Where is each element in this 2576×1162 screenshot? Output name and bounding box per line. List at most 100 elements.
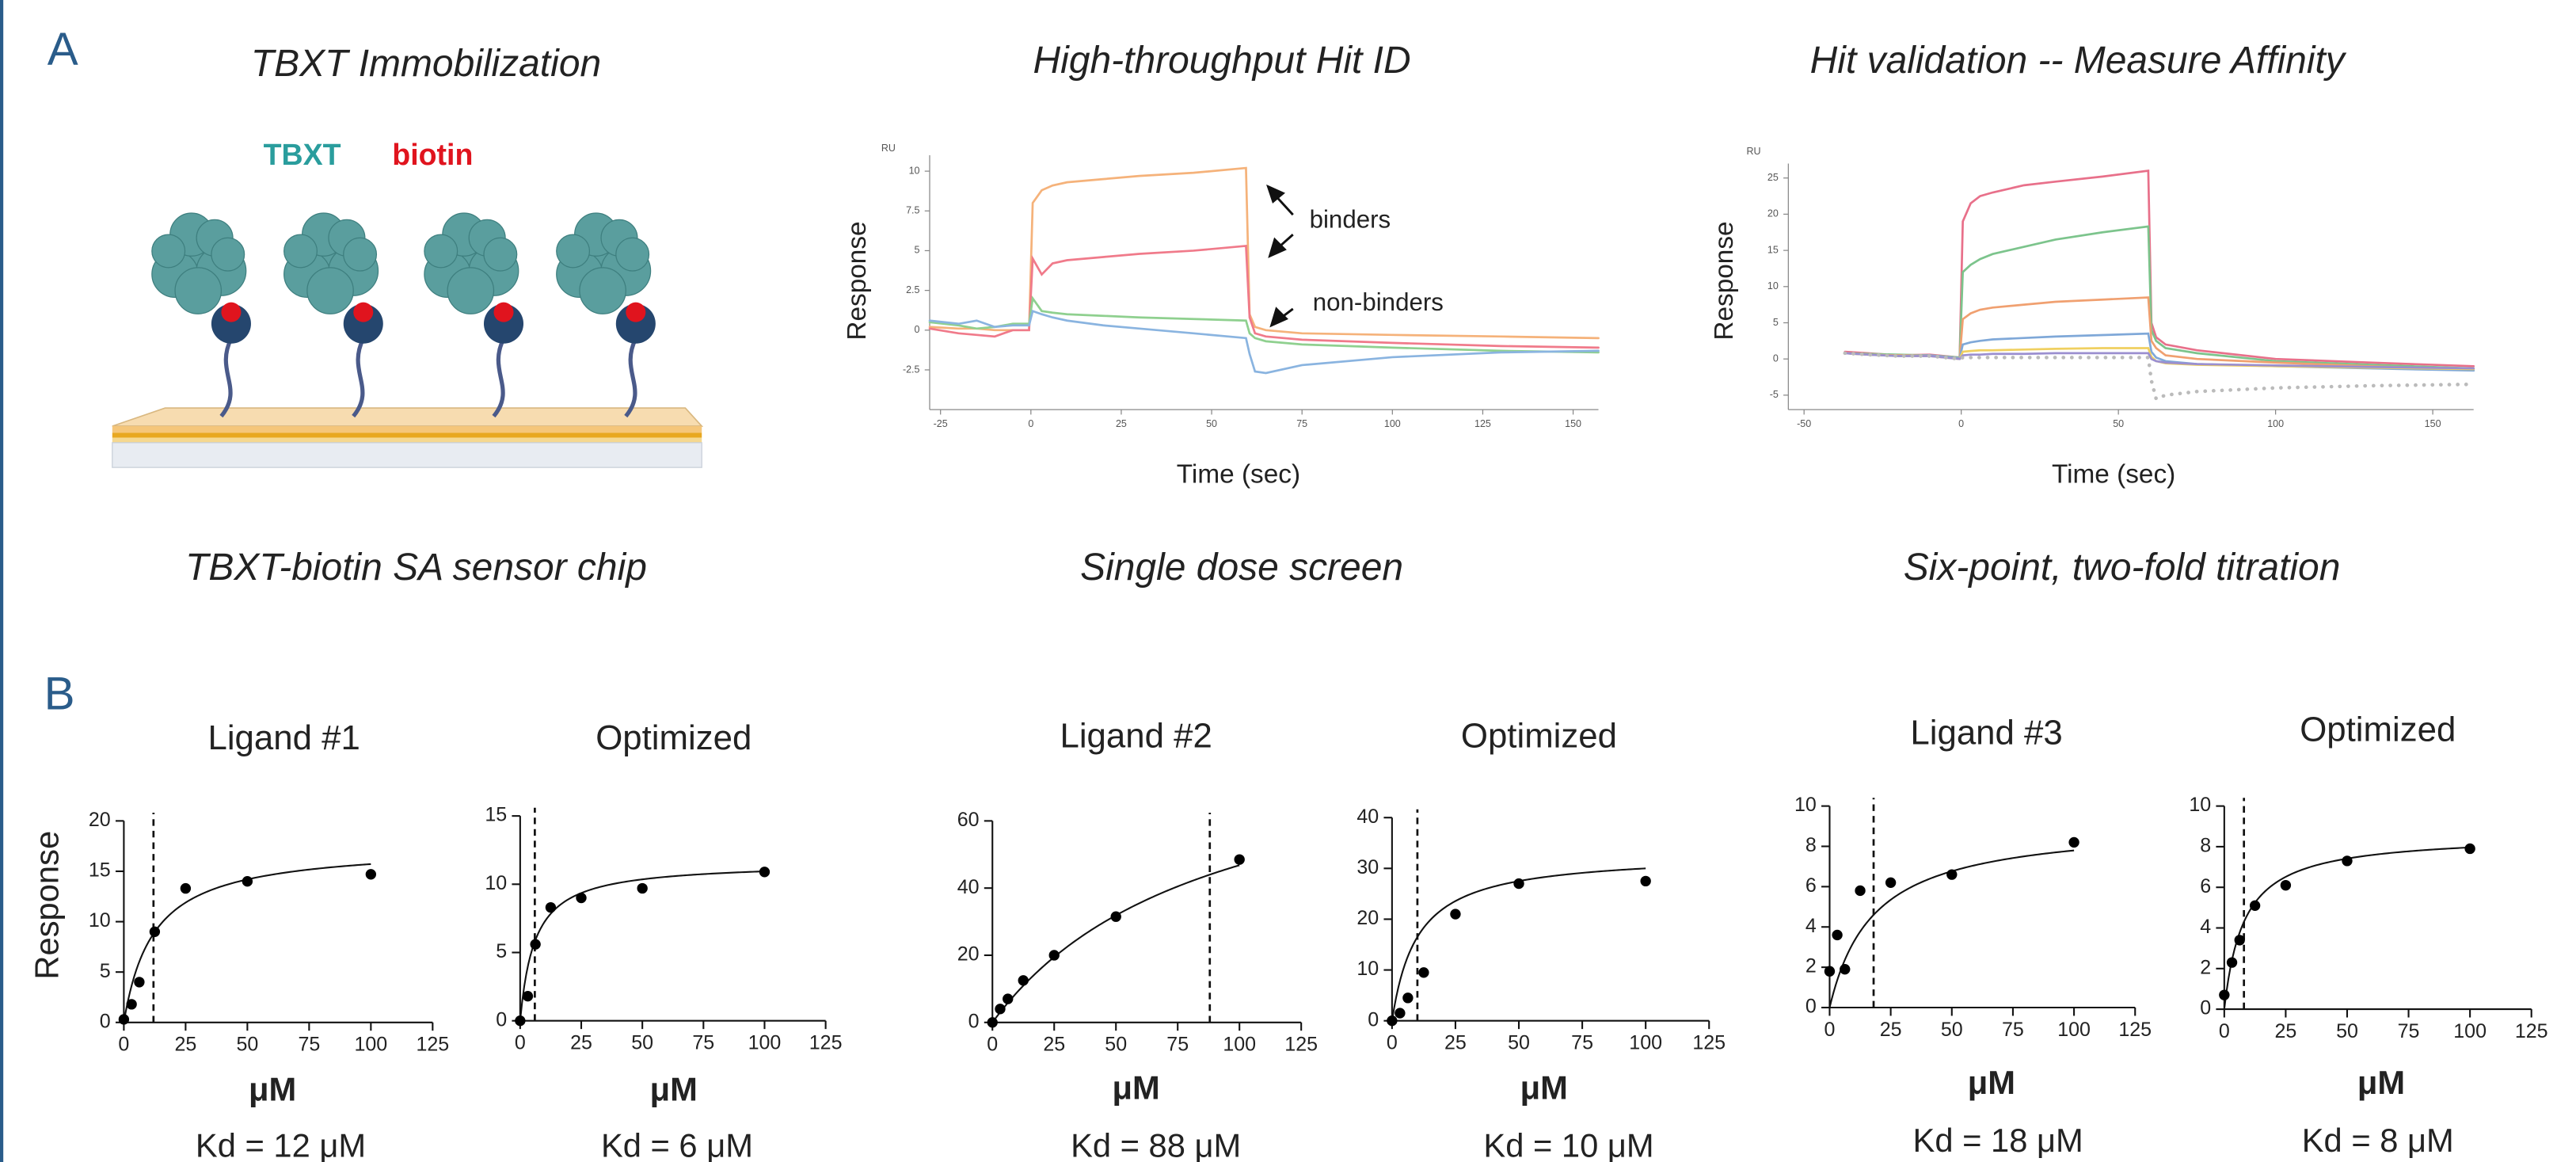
protein-blob bbox=[556, 234, 591, 269]
y-tick-label: 40 bbox=[957, 876, 980, 898]
x-axis-label: Time (sec) bbox=[2052, 459, 2175, 489]
data-point bbox=[2280, 879, 2292, 891]
data-point bbox=[1513, 878, 1524, 890]
x-tick-label: 75 bbox=[1571, 1032, 1593, 1054]
protein-label: TBXT bbox=[264, 138, 341, 171]
chart-title: Ligand #3 bbox=[1910, 714, 2062, 752]
y-tick-label: 7.5 bbox=[906, 205, 919, 216]
y-tick-label: 25 bbox=[1767, 172, 1779, 183]
y-tick-label: -5 bbox=[1770, 389, 1779, 400]
x-tick-label: 25 bbox=[1043, 1034, 1065, 1056]
illustration-title: TBXT Immobilization bbox=[251, 43, 601, 85]
unit-label: RU bbox=[881, 143, 896, 154]
data-point bbox=[1946, 869, 1958, 880]
x-tick-label: 125 bbox=[1284, 1034, 1318, 1056]
data-point bbox=[242, 876, 253, 887]
data-point bbox=[1110, 911, 1121, 922]
chart-title: Optimized bbox=[2300, 710, 2456, 749]
linker bbox=[219, 337, 234, 418]
chart-title: Optimized bbox=[1461, 717, 1617, 756]
y-tick-label: 40 bbox=[1356, 806, 1379, 828]
protein-blob bbox=[174, 267, 223, 314]
x-tick-label: 0 bbox=[1028, 418, 1033, 429]
unit-label: RU bbox=[1747, 146, 1761, 157]
data-point bbox=[2249, 900, 2261, 911]
x-tick-label: 25 bbox=[570, 1032, 592, 1054]
kd-label: Kd = 8 μM bbox=[2302, 1122, 2454, 1159]
x-tick-label: 0 bbox=[2219, 1020, 2230, 1042]
x-tick-label: 25 bbox=[2274, 1020, 2296, 1042]
data-point bbox=[576, 892, 587, 904]
data-point bbox=[134, 977, 145, 988]
data-point bbox=[1840, 964, 1851, 975]
data-point bbox=[1640, 875, 1651, 887]
y-tick-label: 10 bbox=[1356, 958, 1379, 980]
biotin bbox=[221, 302, 242, 322]
biotin bbox=[626, 302, 646, 322]
y-tick-label: 20 bbox=[1767, 208, 1779, 219]
data-point bbox=[530, 939, 541, 950]
data-point bbox=[522, 990, 534, 1002]
x-tick-label: 50 bbox=[1941, 1019, 1963, 1041]
illustration-caption: TBXT-biotin SA sensor chip bbox=[185, 547, 647, 589]
y-tick-label: 15 bbox=[89, 859, 111, 882]
x-tick-label: 50 bbox=[631, 1032, 653, 1054]
y-tick-label: 0 bbox=[2200, 997, 2211, 1019]
y-tick-label: 0 bbox=[1368, 1008, 1379, 1031]
x-tick-label: 50 bbox=[1105, 1034, 1127, 1056]
x-tick-label: 125 bbox=[2515, 1020, 2548, 1042]
data-point bbox=[545, 901, 557, 913]
fit-curve bbox=[991, 864, 1240, 1023]
x-tick-label: 50 bbox=[1508, 1032, 1530, 1054]
fit-curve bbox=[123, 863, 371, 1023]
y-tick-label: 15 bbox=[485, 804, 507, 826]
data-point bbox=[1832, 929, 1843, 941]
data-point bbox=[180, 882, 192, 894]
x-tick-label: 100 bbox=[2453, 1020, 2487, 1042]
x-tick-label: 0 bbox=[987, 1034, 998, 1056]
data-point bbox=[1824, 966, 1836, 977]
fit-curve bbox=[1391, 867, 1646, 1021]
y-tick-label: 30 bbox=[1356, 856, 1379, 878]
y-tick-label: 10 bbox=[1767, 280, 1779, 291]
chart-title: High-throughput Hit ID bbox=[1033, 40, 1411, 82]
y-axis-label: Response bbox=[1710, 221, 1739, 340]
y-tick-label: 5 bbox=[496, 940, 507, 962]
linker bbox=[492, 337, 506, 418]
x-tick-label: 75 bbox=[2398, 1020, 2420, 1042]
x-axis-label: μM bbox=[249, 1070, 296, 1107]
x-tick-label: 100 bbox=[354, 1034, 387, 1056]
annotation: non-binders bbox=[1313, 288, 1444, 316]
x-tick-label: 0 bbox=[1958, 418, 1964, 429]
y-axis-label: Response bbox=[843, 221, 872, 340]
y-tick-label: 4 bbox=[2200, 916, 2211, 938]
x-axis-label: μM bbox=[1968, 1064, 2015, 1101]
chart-title: Optimized bbox=[595, 718, 751, 757]
x-tick-label: 75 bbox=[1296, 418, 1307, 429]
chart-title: Hit validation -- Measure Affinity bbox=[1810, 40, 2347, 82]
annotation-arrows bbox=[1266, 184, 1294, 328]
data-point bbox=[2234, 935, 2245, 946]
series-line bbox=[928, 166, 1600, 340]
y-tick-label: 4 bbox=[1805, 915, 1817, 937]
x-tick-label: 75 bbox=[1166, 1034, 1189, 1056]
streptavidin bbox=[483, 303, 524, 344]
fit-curve bbox=[519, 871, 765, 1021]
annotation: binders bbox=[1310, 206, 1391, 234]
linker bbox=[624, 337, 638, 418]
biotin bbox=[493, 302, 514, 322]
x-tick-label: 50 bbox=[2113, 418, 2124, 429]
x-tick-label: 150 bbox=[2425, 418, 2441, 429]
data-point bbox=[1048, 950, 1060, 961]
data-point bbox=[149, 926, 161, 937]
y-tick-label: -2.5 bbox=[903, 364, 920, 375]
y-tick-label: 10 bbox=[2189, 794, 2211, 816]
series-line bbox=[1843, 351, 2476, 402]
y-tick-label: 2 bbox=[2200, 956, 2211, 978]
data-point bbox=[1402, 992, 1414, 1004]
x-tick-label: 25 bbox=[1880, 1019, 1902, 1041]
x-tick-label: 75 bbox=[2002, 1019, 2024, 1041]
protein-blob bbox=[306, 267, 354, 314]
y-tick-label: 10 bbox=[485, 872, 507, 894]
data-point bbox=[2219, 989, 2230, 1000]
